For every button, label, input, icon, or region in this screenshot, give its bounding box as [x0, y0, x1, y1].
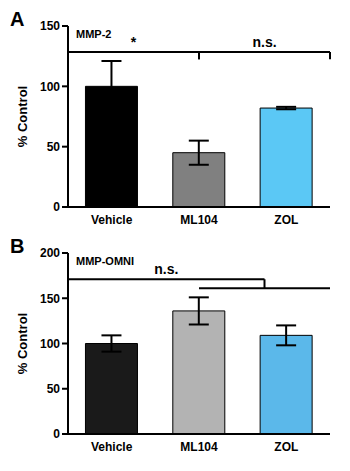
svg-text:n.s.: n.s.	[252, 34, 276, 50]
svg-text:150: 150	[40, 19, 60, 33]
svg-text:0: 0	[53, 427, 60, 441]
svg-text:ZOL: ZOL	[274, 440, 298, 454]
svg-text:100: 100	[40, 337, 60, 351]
svg-text:200: 200	[40, 246, 60, 260]
svg-text:ML104: ML104	[180, 213, 218, 227]
svg-text:50: 50	[47, 140, 61, 154]
html-text:A: A	[10, 8, 25, 30]
svg-text:n.s.: n.s.	[154, 261, 178, 277]
svg-text:*: *	[131, 34, 137, 50]
html-text:B: B	[10, 235, 25, 257]
svg-text:50: 50	[47, 382, 61, 396]
svg-text:% Control: % Control	[15, 86, 30, 147]
svg-text:0: 0	[53, 200, 60, 214]
svg-text:Vehicle: Vehicle	[91, 213, 133, 227]
svg-text:150: 150	[40, 292, 60, 306]
svg-text:Vehicle: Vehicle	[91, 440, 133, 454]
svg-text:ZOL: ZOL	[274, 213, 298, 227]
svg-text:% Control: % Control	[15, 313, 30, 374]
svg-text:100: 100	[40, 80, 60, 94]
html-text:MMP-OMNI: MMP-OMNI	[76, 255, 134, 267]
html-text:MMP-2: MMP-2	[76, 28, 112, 40]
svg-text:ML104: ML104	[180, 440, 218, 454]
